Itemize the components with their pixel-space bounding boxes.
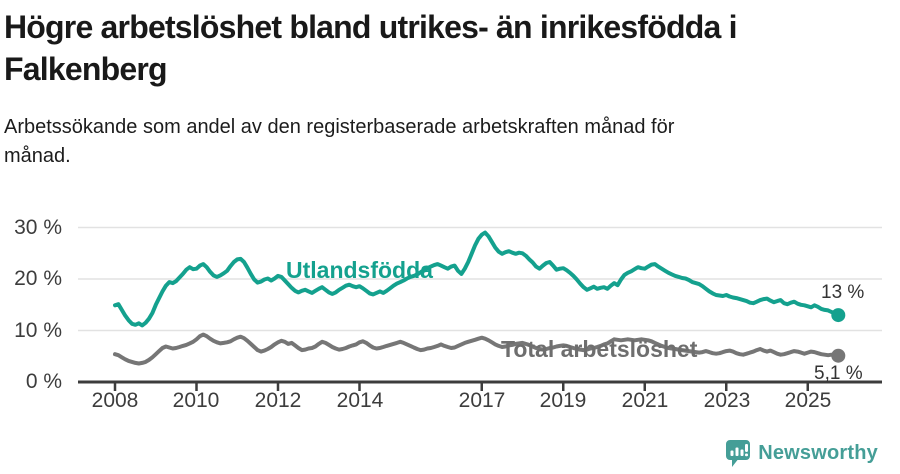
y-tick-30: 30 % [14, 216, 62, 239]
chart-subtitle: Arbetssökande som andel av den registerb… [4, 113, 864, 171]
x-tick-2014: 2014 [336, 389, 384, 412]
end-value-utlandsfodda: 13 % [821, 282, 865, 303]
end-point-dots [831, 308, 846, 363]
subtitle-line-2: månad. [4, 145, 71, 167]
x-tick-2017: 2017 [458, 389, 506, 412]
series-label-total-arbetsloshet: Total arbetslöshet [501, 336, 698, 362]
x-tick-2012: 2012 [254, 389, 302, 412]
newsworthy-brand: Newsworthy [725, 438, 878, 468]
y-tick-20: 20 % [14, 267, 62, 290]
y-tick-0: 0 % [25, 370, 62, 393]
x-tick-2021: 2021 [621, 389, 669, 412]
bar-chart-pin-icon [726, 439, 751, 467]
gridlines [78, 226, 882, 332]
x-tick-2010: 2010 [172, 389, 220, 412]
x-tick-2023: 2023 [703, 389, 751, 412]
series-label-utlandsfodda: Utlandsfödda [286, 257, 433, 283]
series-lines [113, 230, 841, 366]
subtitle-line-1: Arbetssökande som andel av den registerb… [4, 116, 675, 138]
page-title: Högre arbetslöshet bland utrikes- än inr… [4, 6, 884, 90]
x-axis [78, 380, 882, 391]
y-tick-10: 10 % [14, 319, 62, 342]
x-tick-2008: 2008 [91, 389, 139, 412]
title-line-2: Falkenberg [4, 51, 168, 87]
x-tick-2019: 2019 [539, 389, 587, 412]
x-tick-2025: 2025 [784, 389, 832, 412]
title-line-1: Högre arbetslöshet bland utrikes- än inr… [4, 9, 738, 45]
brand-name: Newsworthy [758, 441, 878, 464]
end-value-total: 5,1 % [814, 363, 863, 384]
